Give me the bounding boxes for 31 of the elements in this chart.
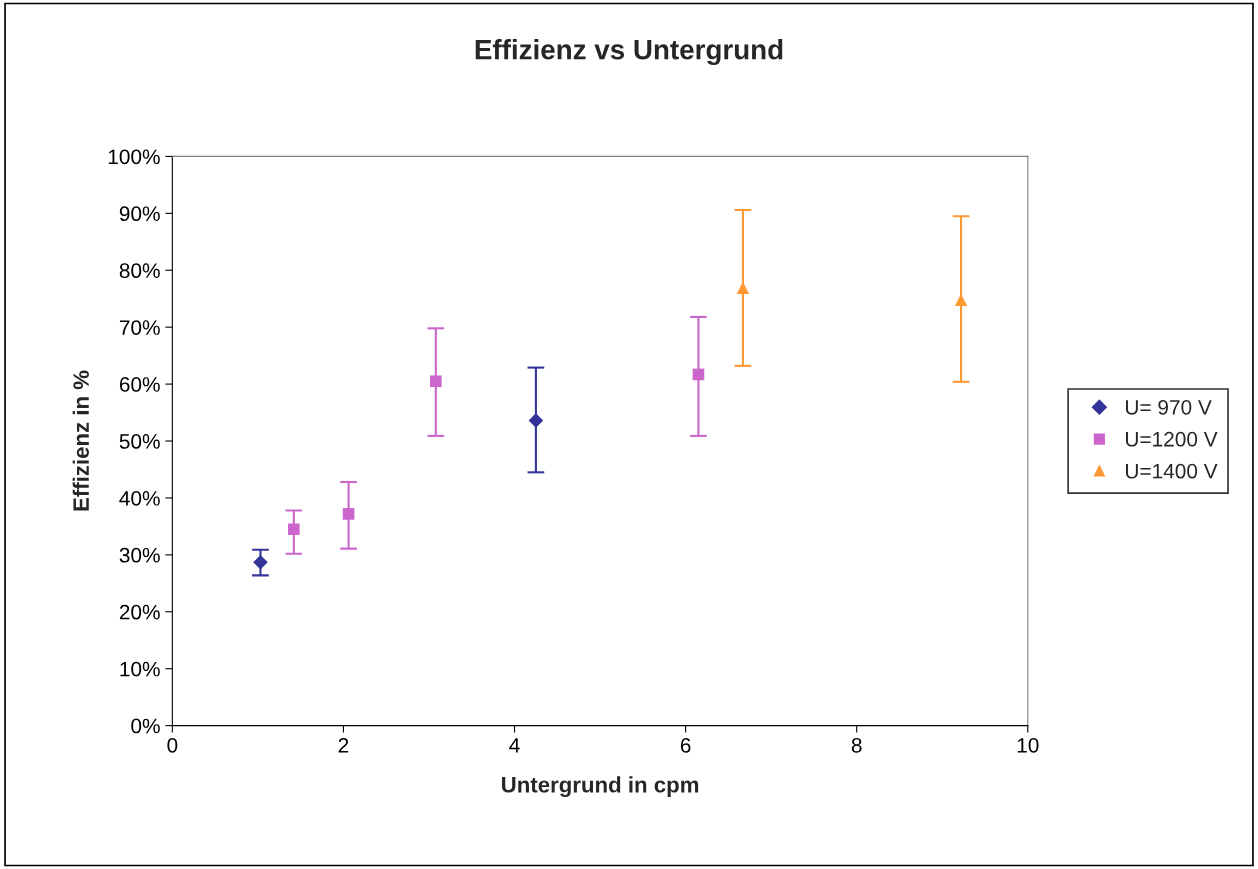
x-tick-label: 8 xyxy=(851,737,862,753)
y-tick-label: 80% xyxy=(119,263,160,279)
point xyxy=(430,375,442,388)
point xyxy=(692,368,705,381)
y-tick-label: 50% xyxy=(119,434,160,449)
point xyxy=(736,281,750,295)
y-tick-label: 60% xyxy=(119,377,160,392)
y-tick-label: 10% xyxy=(120,661,160,677)
x-tick-label: 0 xyxy=(167,737,178,753)
point xyxy=(528,413,544,428)
x-tick-label: 10 xyxy=(1017,737,1039,753)
point xyxy=(253,554,268,570)
y-tick-label: 70% xyxy=(119,320,160,335)
x-tick-label: 4 xyxy=(509,738,520,753)
x-tick-label: 6 xyxy=(680,737,691,753)
x-tick-label: 2 xyxy=(338,737,349,753)
y-tick-label: 0% xyxy=(131,718,160,734)
legend-label: U=1200 V xyxy=(1126,431,1218,447)
legend-label: U= 970 V xyxy=(1126,399,1212,415)
y-tick-label: 40% xyxy=(119,490,160,506)
y-tick-label: 20% xyxy=(119,604,160,620)
y-tick-label: 90% xyxy=(119,206,160,222)
point xyxy=(342,508,355,520)
y-tick-label: 30% xyxy=(119,547,160,563)
x-axis-title: Untergrund in cpm xyxy=(502,776,699,798)
chart-title: Effizienz vs Untergrund xyxy=(475,39,783,66)
point xyxy=(288,523,300,536)
legend-label: U=1400 V xyxy=(1126,463,1218,479)
point xyxy=(954,293,968,307)
y-axis-title: Effizienz in % xyxy=(72,370,89,511)
y-tick-label: 100% xyxy=(108,149,160,165)
